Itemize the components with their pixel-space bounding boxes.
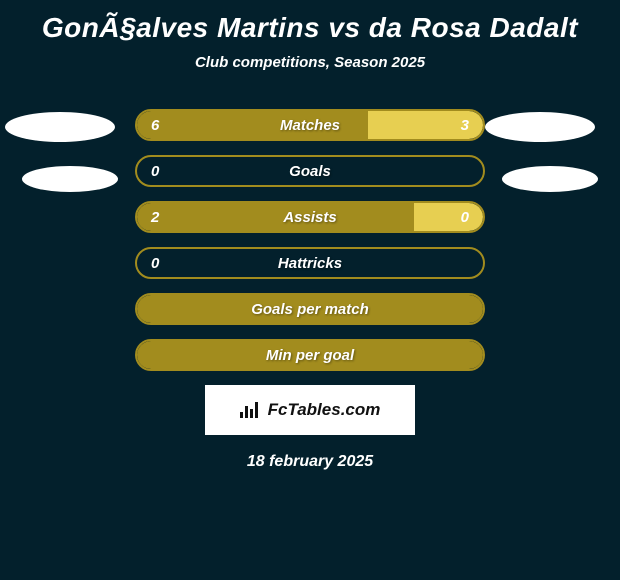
bar-left-fill bbox=[137, 341, 483, 369]
bar-label: Goals bbox=[137, 157, 483, 185]
bar-right-fill bbox=[368, 111, 483, 139]
stat-row: Goals per match bbox=[0, 293, 620, 325]
bar-chart-icon bbox=[240, 402, 262, 418]
bar-container: Matches63 bbox=[135, 109, 485, 141]
stat-row: Assists20 bbox=[0, 201, 620, 233]
bar-container: Goals0 bbox=[135, 155, 485, 187]
bar-container: Hattricks0 bbox=[135, 247, 485, 279]
bar-label: Hattricks bbox=[137, 249, 483, 277]
bar-right-fill bbox=[414, 203, 483, 231]
decorative-ellipse bbox=[485, 112, 595, 142]
decorative-ellipse bbox=[22, 166, 118, 192]
comparison-chart: Matches63Goals0Assists20Hattricks0Goals … bbox=[0, 109, 620, 371]
bar-value-left: 0 bbox=[151, 157, 159, 185]
decorative-ellipse bbox=[5, 112, 115, 142]
bar-value-left: 0 bbox=[151, 249, 159, 277]
branding-badge: FcTables.com bbox=[205, 385, 415, 435]
bar-left-fill bbox=[137, 203, 414, 231]
branding-text: FcTables.com bbox=[268, 400, 381, 420]
bar-container: Assists20 bbox=[135, 201, 485, 233]
page-subtitle: Club competitions, Season 2025 bbox=[0, 54, 620, 71]
stat-row: Min per goal bbox=[0, 339, 620, 371]
bar-left-fill bbox=[137, 111, 368, 139]
decorative-ellipse bbox=[502, 166, 598, 192]
stat-row: Hattricks0 bbox=[0, 247, 620, 279]
bar-container: Min per goal bbox=[135, 339, 485, 371]
bar-container: Goals per match bbox=[135, 293, 485, 325]
footer-date: 18 february 2025 bbox=[0, 453, 620, 471]
bar-left-fill bbox=[137, 295, 483, 323]
page-title: GonÃ§alves Martins vs da Rosa Dadalt bbox=[0, 0, 620, 44]
